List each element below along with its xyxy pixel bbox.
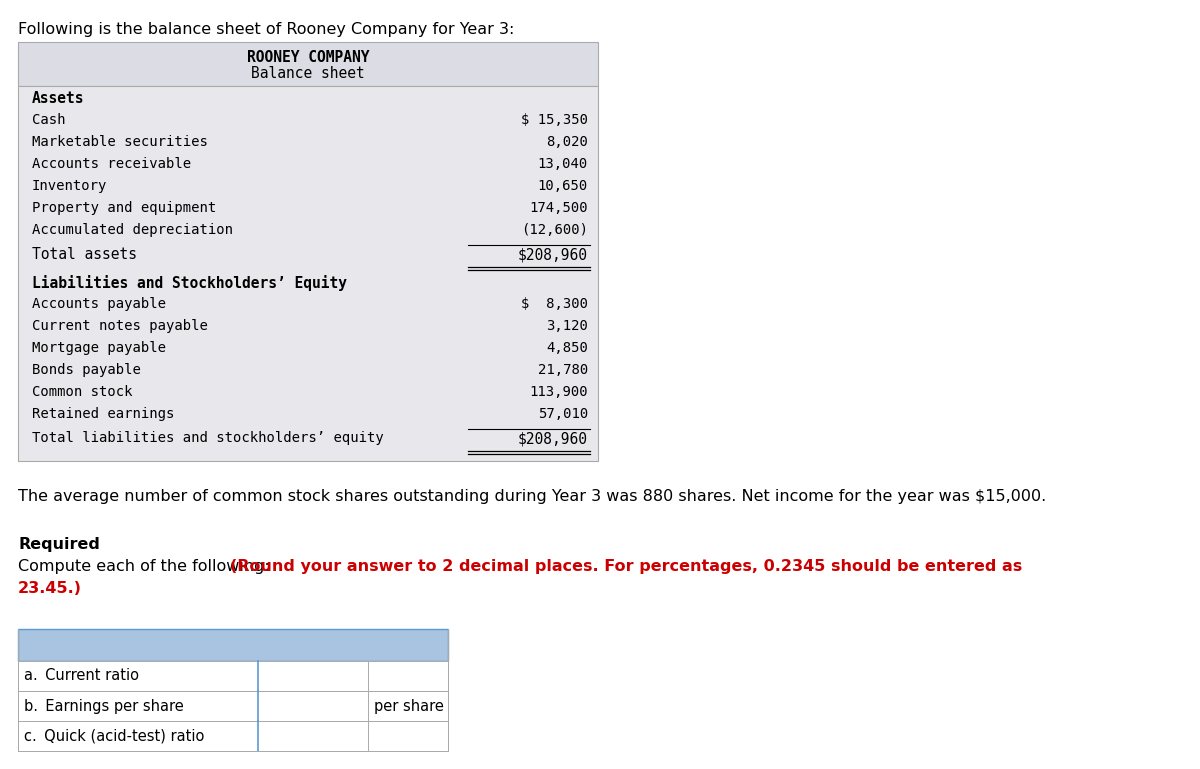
Bar <box>18 691 448 721</box>
Text: 13,040: 13,040 <box>538 157 588 171</box>
Text: $  8,300: $ 8,300 <box>521 297 588 311</box>
Text: Marketable securities: Marketable securities <box>32 135 208 149</box>
Text: Balance sheet: Balance sheet <box>251 66 365 81</box>
Text: Mortgage payable: Mortgage payable <box>32 341 166 355</box>
Text: Accounts receivable: Accounts receivable <box>32 157 191 171</box>
Text: 3,120: 3,120 <box>546 319 588 333</box>
Text: Total liabilities and stockholders’ equity: Total liabilities and stockholders’ equi… <box>32 431 384 445</box>
Text: Compute each of the following:: Compute each of the following: <box>18 559 275 574</box>
Text: The average number of common stock shares outstanding during Year 3 was 880 shar: The average number of common stock share… <box>18 489 1046 504</box>
Bar <box>18 86 598 461</box>
Text: $ 15,350: $ 15,350 <box>521 113 588 127</box>
Text: (12,600): (12,600) <box>521 223 588 237</box>
Text: 10,650: 10,650 <box>538 179 588 193</box>
Text: Property and equipment: Property and equipment <box>32 201 216 215</box>
Text: Retained earnings: Retained earnings <box>32 407 174 421</box>
Text: 4,850: 4,850 <box>546 341 588 355</box>
Text: Total assets: Total assets <box>32 247 137 262</box>
Text: a. Current ratio: a. Current ratio <box>24 668 139 684</box>
Text: Accumulated depreciation: Accumulated depreciation <box>32 223 233 237</box>
Text: 23.45.): 23.45.) <box>18 581 82 596</box>
Text: $208,960: $208,960 <box>518 247 588 262</box>
Text: Bonds payable: Bonds payable <box>32 363 140 377</box>
Text: $208,960: $208,960 <box>518 431 588 446</box>
Text: b. Earnings per share: b. Earnings per share <box>24 698 184 714</box>
Text: Cash: Cash <box>32 113 66 127</box>
Text: 21,780: 21,780 <box>538 363 588 377</box>
Text: Common stock: Common stock <box>32 385 132 399</box>
Bar <box>18 42 598 86</box>
Text: 57,010: 57,010 <box>538 407 588 421</box>
Text: 174,500: 174,500 <box>529 201 588 215</box>
Text: (Round your answer to 2 decimal places. For percentages, 0.2345 should be entere: (Round your answer to 2 decimal places. … <box>230 559 1022 574</box>
Text: ROONEY COMPANY: ROONEY COMPANY <box>247 50 370 65</box>
Text: Assets: Assets <box>32 91 84 106</box>
Text: Following is the balance sheet of Rooney Company for Year 3:: Following is the balance sheet of Rooney… <box>18 22 515 37</box>
Text: Accounts payable: Accounts payable <box>32 297 166 311</box>
Text: 113,900: 113,900 <box>529 385 588 399</box>
Text: per share: per share <box>374 698 444 714</box>
Text: Current notes payable: Current notes payable <box>32 319 208 333</box>
Bar <box>18 629 448 661</box>
Text: 8,020: 8,020 <box>546 135 588 149</box>
Text: Liabilities and Stockholders’ Equity: Liabilities and Stockholders’ Equity <box>32 275 347 291</box>
Text: Inventory: Inventory <box>32 179 107 193</box>
Bar <box>18 661 448 691</box>
Text: c. Quick (acid-test) ratio: c. Quick (acid-test) ratio <box>24 728 204 744</box>
Bar <box>18 721 448 751</box>
Text: Required: Required <box>18 537 100 552</box>
